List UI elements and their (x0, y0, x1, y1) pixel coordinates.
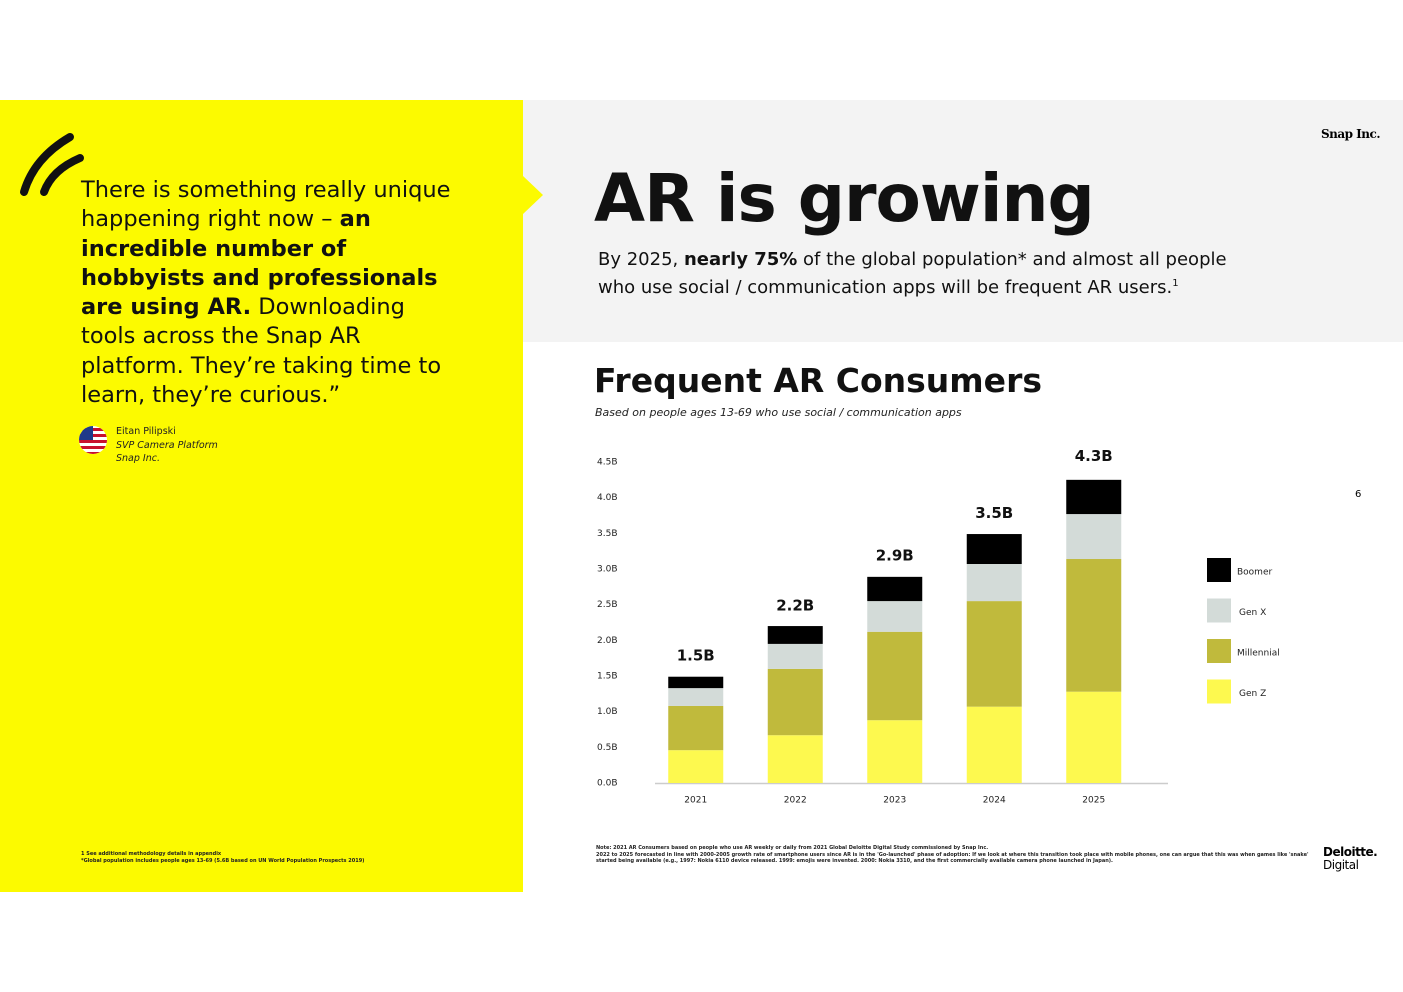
legend-label: Boomer (1237, 568, 1272, 578)
role: SVP Camera Platform (116, 439, 218, 451)
bar-segment (1066, 514, 1122, 560)
decor (20, 133, 543, 454)
legend-label: Gen X (1239, 608, 1266, 618)
legend-swatch (1207, 639, 1231, 663)
x-tick-label: 2023 (883, 796, 906, 806)
y-tick-label: 2.5B (597, 600, 618, 610)
y-tick-label: 0.5B (597, 743, 618, 753)
total-label: 3.5B (975, 504, 1013, 522)
brand: Snap Inc. (1320, 127, 1381, 141)
bar-segment (767, 735, 823, 783)
note: started being available (e.g., 1997: Nok… (596, 858, 1113, 864)
bar-segment (668, 705, 724, 751)
chart-title: Frequent AR Consumers (594, 361, 1042, 400)
author: Eitan Pilipski (116, 426, 176, 437)
quote-text: Downloading tools across the Snap AR pla… (81, 294, 442, 409)
y-tick-label: 2.0B (597, 636, 618, 646)
bar-segment (767, 668, 823, 736)
y-tick-label: 3.0B (597, 565, 618, 575)
subtitle-bold: nearly 75% (683, 249, 798, 270)
bar-segment (668, 750, 724, 783)
bar-segment (767, 626, 823, 644)
chart-subtitle: Based on people ages 13-69 who use socia… (595, 406, 962, 419)
bar-segment (1066, 691, 1122, 783)
quote-text: There is something really unique happeni… (81, 177, 451, 233)
x-tick-label: 2024 (983, 796, 1006, 806)
x-tick-label: 2025 (1082, 796, 1105, 806)
subtitle: By 2025, nearly 75% of the global popula… (598, 248, 1238, 299)
quote: There is something really unique happeni… (81, 176, 461, 410)
notes: Note: 2021 AR Consumers based on people … (596, 845, 1309, 865)
y-tick-label: 0.0B (597, 779, 618, 789)
total-label: 1.5B (677, 647, 715, 665)
subtitle-text: By 2025, (598, 249, 684, 270)
logo-text: Deloitte. (1323, 845, 1378, 859)
total-label: 2.9B (876, 547, 914, 565)
subtitle-text: of the global population* and almost all… (598, 249, 1227, 298)
bar-segment (867, 601, 923, 632)
company: Snap Inc. (116, 453, 160, 464)
footnote: 1 See additional methodology details in … (81, 851, 222, 857)
bar-segment (966, 534, 1022, 565)
header-panel (523, 100, 1403, 342)
x-tick-label: 2021 (684, 796, 707, 806)
legend-label: Millennial (1237, 649, 1280, 659)
bar-segment (867, 631, 923, 721)
legend-swatch (1207, 558, 1231, 582)
bar-segment (1066, 559, 1122, 692)
x-tick-label: 2022 (784, 796, 807, 806)
y-tick-label: 1.5B (597, 672, 618, 682)
bar-segment (966, 706, 1022, 783)
logo-text: Digital (1323, 858, 1359, 872)
bar-segment (1066, 479, 1122, 515)
left-footnotes: 1 See additional methodology details in … (81, 851, 364, 865)
y-tick-label: 4.0B (597, 493, 618, 503)
bar-segment (966, 564, 1022, 602)
footnote: *Global population includes people ages … (81, 858, 365, 864)
bar-segment (668, 688, 724, 706)
bar-segment (668, 676, 724, 689)
note: 2022 to 2025 forecasted in line with 200… (596, 851, 1309, 858)
logo: Deloitte. Digital (1323, 845, 1378, 872)
quote-bold: an incredible number of hobbyists and pr… (81, 206, 438, 321)
y-tick-label: 3.5B (597, 529, 618, 539)
legend-label: Gen Z (1239, 689, 1266, 699)
note: Note: 2021 AR Consumers based on people … (596, 845, 989, 851)
bar-segment (867, 576, 923, 602)
bar-segment (867, 720, 923, 783)
y-tick-label: 1.0B (597, 707, 618, 717)
page-number: 6 (1355, 489, 1362, 500)
quote-panel (0, 100, 523, 892)
legend-swatch (1207, 598, 1231, 623)
total-label: 2.2B (776, 597, 814, 615)
footnote-ref: 1 (1172, 277, 1179, 289)
author-block: Eitan Pilipski SVP Camera Platform Snap … (116, 425, 218, 466)
legend-swatch (1207, 679, 1231, 704)
bar-segment (966, 601, 1022, 707)
y-tick-label: 4.5B (597, 458, 618, 468)
title: AR is growing (594, 160, 1095, 237)
bar-segment (767, 643, 823, 669)
total-label: 4.3B (1075, 447, 1113, 465)
